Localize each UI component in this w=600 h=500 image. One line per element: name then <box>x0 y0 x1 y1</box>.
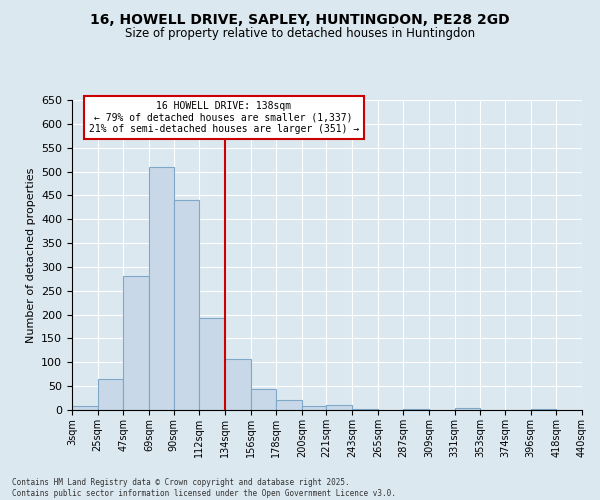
Text: Size of property relative to detached houses in Huntingdon: Size of property relative to detached ho… <box>125 28 475 40</box>
Bar <box>326 405 352 410</box>
Bar <box>173 200 199 410</box>
Bar <box>98 379 124 410</box>
Bar <box>352 409 378 410</box>
Bar <box>149 167 173 410</box>
Text: Contains HM Land Registry data © Crown copyright and database right 2025.
Contai: Contains HM Land Registry data © Crown c… <box>12 478 396 498</box>
Bar <box>530 408 556 410</box>
Bar <box>302 406 326 410</box>
Y-axis label: Number of detached properties: Number of detached properties <box>26 168 35 342</box>
Bar <box>72 406 98 410</box>
Bar <box>251 388 276 410</box>
Bar <box>276 400 302 410</box>
Bar <box>225 360 251 410</box>
Bar <box>124 276 149 410</box>
Text: 16, HOWELL DRIVE, SAPLEY, HUNTINGDON, PE28 2GD: 16, HOWELL DRIVE, SAPLEY, HUNTINGDON, PE… <box>90 12 510 26</box>
Bar <box>403 408 429 410</box>
Bar <box>199 318 225 410</box>
Text: 16 HOWELL DRIVE: 138sqm
← 79% of detached houses are smaller (1,337)
21% of semi: 16 HOWELL DRIVE: 138sqm ← 79% of detache… <box>89 101 359 134</box>
Bar <box>455 408 481 410</box>
